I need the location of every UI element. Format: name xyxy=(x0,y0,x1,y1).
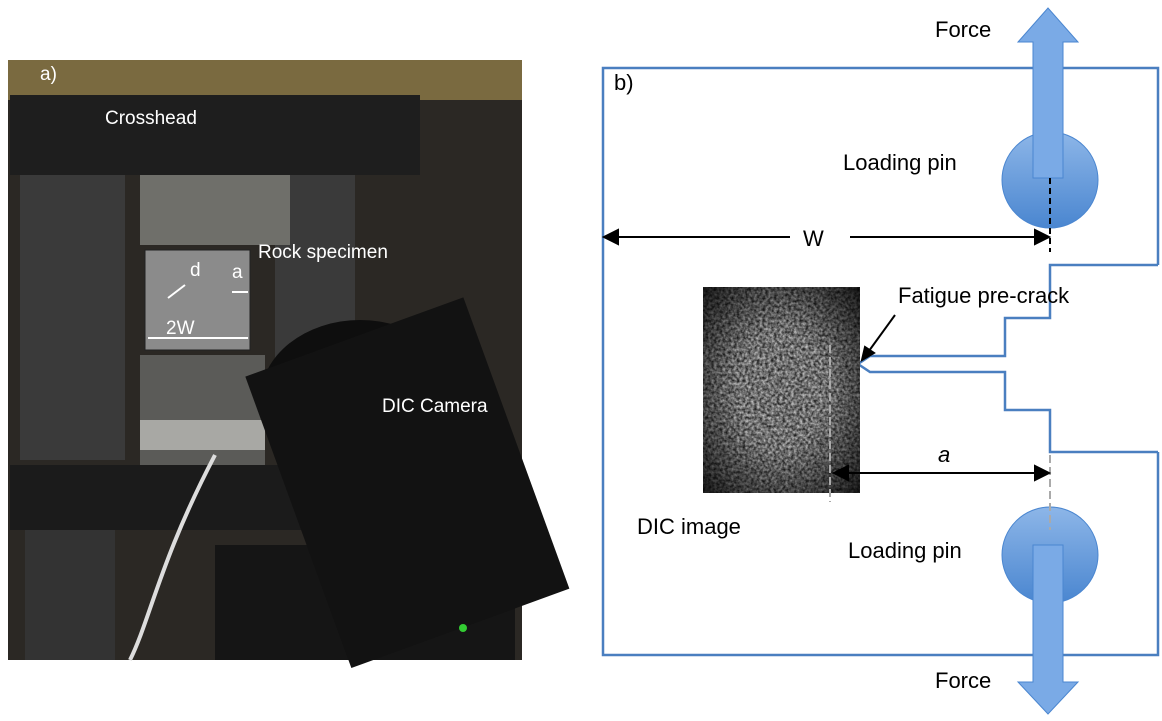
pin-label: Loading pin xyxy=(848,538,962,563)
crack-length-label: a xyxy=(938,442,950,467)
width-arrow xyxy=(601,228,1052,246)
pin-label: Loading pin xyxy=(843,150,957,175)
width-label: 2W xyxy=(166,318,195,339)
crack-length-arrow xyxy=(831,464,1052,482)
force-arrow xyxy=(1016,544,1080,715)
precrack-label: Fatigue pre-crack xyxy=(898,283,1070,308)
specimen-label: Rock specimen xyxy=(258,242,388,263)
panel-label: a) xyxy=(40,64,57,85)
dic-vignette xyxy=(703,287,860,493)
dic-image-label: DIC image xyxy=(637,514,741,539)
crack-label: a xyxy=(232,262,243,283)
force-label: Force xyxy=(935,668,991,693)
specimen-annotations xyxy=(148,284,248,339)
force-arrow xyxy=(1016,7,1080,179)
width-label: W xyxy=(803,226,824,251)
panel-label: b) xyxy=(614,70,634,95)
notch-label: d xyxy=(190,260,201,281)
camera-label: DIC Camera xyxy=(382,396,488,417)
photo xyxy=(8,60,570,668)
force-label: Force xyxy=(935,17,991,42)
precrack-pointer xyxy=(860,314,896,363)
crosshead-label: Crosshead xyxy=(105,108,197,129)
